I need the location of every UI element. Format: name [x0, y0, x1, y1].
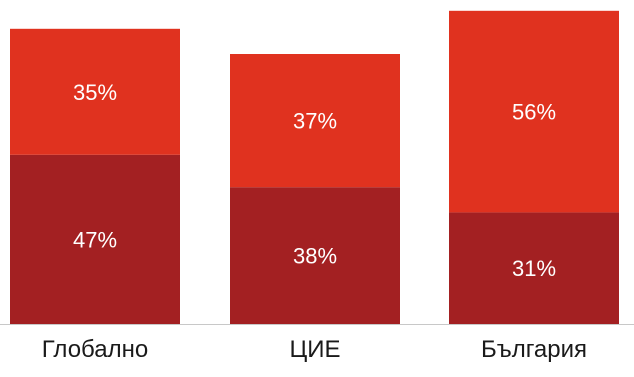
bar-segment-upper-1: [10, 28, 180, 155]
bar-segment-lower-2: [230, 187, 400, 324]
data-label: 31%: [512, 256, 556, 281]
category-label: България: [481, 336, 587, 363]
data-label: 35%: [73, 80, 117, 105]
data-label: 37%: [293, 109, 337, 134]
bar-segment-lower-1: [10, 154, 180, 324]
category-label: ЦИЕ: [289, 336, 340, 363]
bar-segment-lower-3: [449, 212, 619, 324]
bar-segment-upper-2: [230, 54, 400, 188]
category-label: Глобално: [42, 336, 148, 363]
data-label: 56%: [512, 100, 556, 125]
data-label: 47%: [73, 227, 117, 252]
data-label: 38%: [293, 244, 337, 269]
bar-segment-upper-3: [449, 10, 619, 213]
